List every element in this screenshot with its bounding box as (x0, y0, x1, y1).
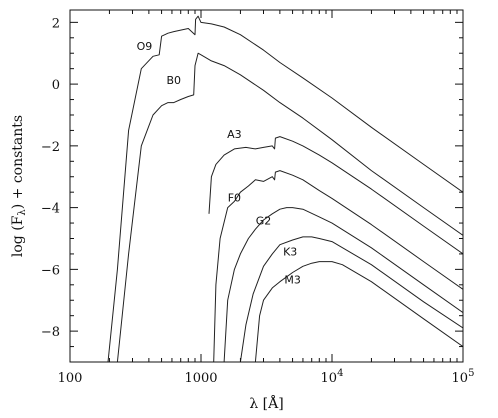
x-tick-label: 105 (452, 368, 475, 386)
series-line-f0 (213, 170, 463, 362)
x-tick-label-exponent: 4 (337, 368, 343, 379)
x-tick-label: 1000 (184, 371, 217, 386)
y-axis-title-tail: ) + constants (10, 115, 26, 209)
series-label-m3: M3 (284, 273, 301, 286)
y-tick-label: −4 (41, 202, 60, 217)
y-axis-title-subscript: λ (17, 209, 28, 216)
series-label-k3: K3 (283, 246, 297, 259)
y-tick-label: −6 (41, 263, 60, 278)
y-axis-title-main: log (F (10, 215, 26, 257)
x-tick-label-base: 1000 (184, 371, 217, 386)
y-axis-title: log (Fλ) + constants (10, 115, 28, 257)
series-line-g2 (223, 207, 463, 362)
series-label-a3: A3 (227, 128, 242, 141)
series-line-o9 (107, 15, 463, 362)
y-tick-label: 2 (52, 16, 60, 31)
y-tick-label: −8 (41, 325, 60, 340)
x-tick-label-base: 100 (58, 371, 83, 386)
x-tick-label-exponent: 5 (468, 368, 474, 379)
series-line-m3 (254, 261, 463, 362)
series-labels-layer: O9 B0 A3 F0 G2 K3 M3 (137, 40, 301, 286)
y-tick-label: 0 (52, 78, 60, 93)
plot-frame (69, 9, 464, 363)
series-layer (107, 15, 463, 362)
x-axis: 100 1000 104 105 (58, 10, 475, 386)
x-tick-label: 100 (58, 371, 83, 386)
x-axis-title: λ [Å] (249, 394, 283, 412)
x-tick-label: 104 (321, 368, 344, 386)
series-label-b0: B0 (167, 74, 182, 87)
series-label-f0: F0 (228, 191, 241, 204)
series-label-g2: G2 (256, 215, 272, 228)
y-tick-label: −2 (41, 140, 60, 155)
series-line-k3 (239, 236, 463, 362)
x-tick-label-base: 10 (321, 371, 338, 386)
series-label-o9: O9 (137, 40, 153, 53)
y-axis: 2 0 −2 −4 −6 −8 (41, 16, 463, 363)
series-line-a3 (208, 136, 463, 255)
series-line-b0 (116, 52, 463, 362)
x-tick-label-base: 10 (452, 371, 469, 386)
